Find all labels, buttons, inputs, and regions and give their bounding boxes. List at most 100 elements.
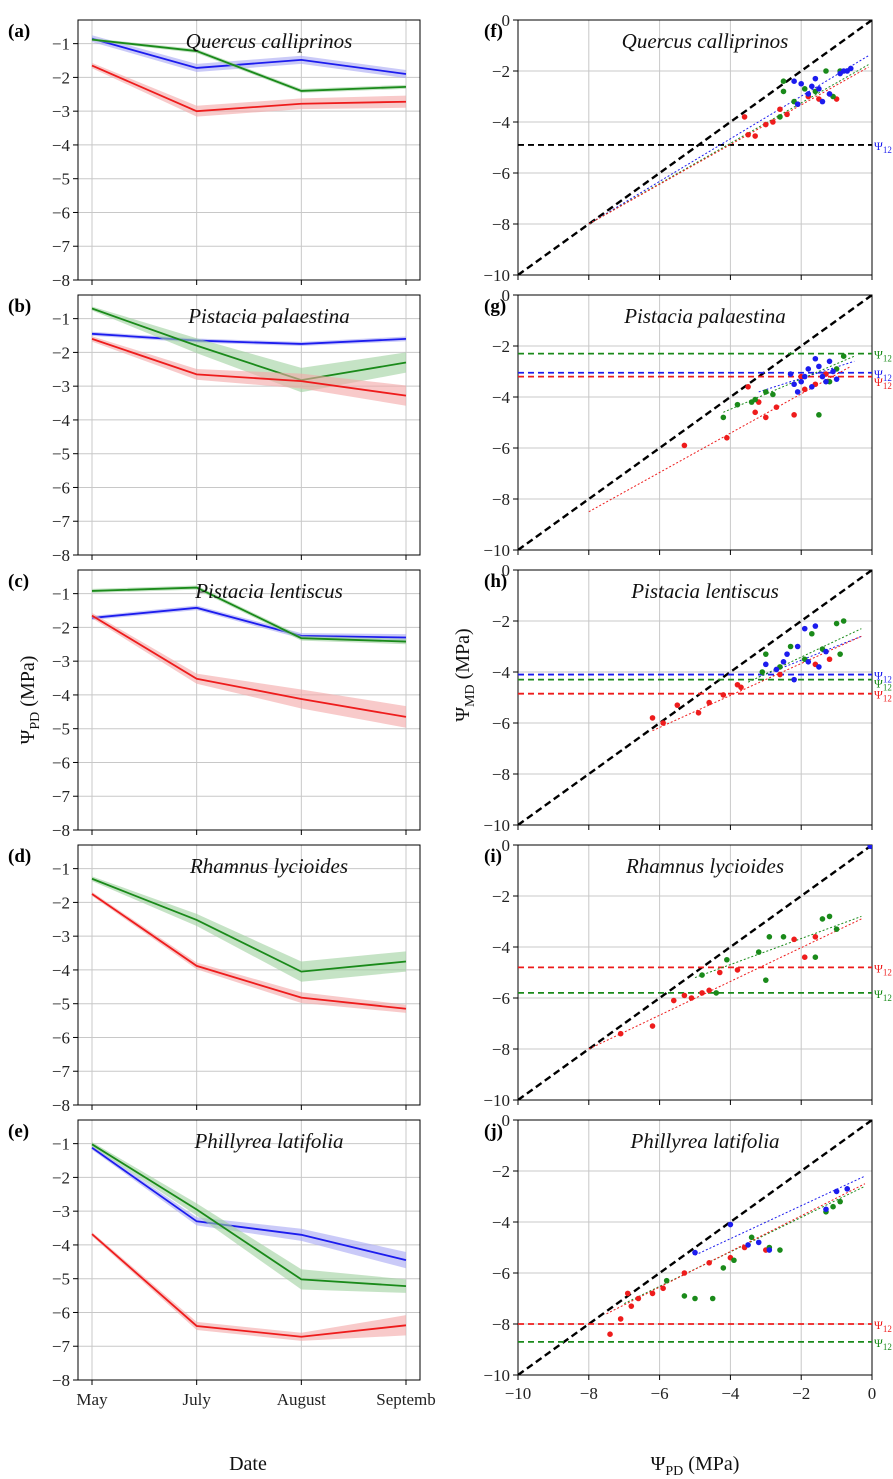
panel-letter: (j) [484, 1121, 503, 1142]
identity-line [518, 20, 872, 275]
fit-line-blue [588, 55, 869, 225]
series-line-blue [91, 1146, 407, 1262]
plot-area [91, 35, 407, 117]
data-point-red [763, 121, 769, 128]
threshold-label-main: Ψ [874, 375, 883, 389]
data-point-blue [816, 363, 822, 370]
panel-letter: (d) [8, 846, 31, 867]
data-point-red [699, 990, 705, 996]
y-tick-label: −4 [52, 961, 71, 980]
data-point-blue [844, 68, 851, 74]
panel-title: Pistacia lentiscus [630, 579, 779, 603]
y-tick-label: −2 [52, 68, 70, 87]
threshold-label-main: Ψ [874, 348, 883, 362]
panel-title: Phillyrea latifolia [193, 1129, 343, 1153]
y-tick-label: −8 [492, 215, 510, 234]
y-tick-label: −4 [492, 113, 511, 132]
threshold-label-sub: 12 [883, 373, 892, 383]
threshold-label-sub: 12 [883, 1324, 892, 1334]
data-point-green [830, 1203, 836, 1210]
y-tick-label: −1 [52, 585, 70, 604]
plot-frame [77, 569, 421, 831]
y-tick-label: −8 [52, 271, 70, 290]
data-point-green [755, 949, 762, 955]
threshold-label-main: Ψ [874, 1318, 883, 1332]
left-y-axis-label-sub: PD [28, 712, 43, 730]
data-point-blue [805, 366, 812, 372]
data-point-green [734, 401, 741, 408]
x-tick-label: May [76, 1390, 108, 1409]
grid [517, 844, 873, 1101]
series-band-blue [92, 35, 406, 79]
y-tick-label: 0 [502, 561, 511, 580]
threshold-label-red: Ψ12 [874, 375, 892, 391]
data-point-blue [766, 1247, 773, 1253]
data-point-red [777, 106, 783, 113]
series-band-blue [92, 331, 406, 346]
data-point-blue [819, 98, 826, 105]
series-line-green [91, 877, 407, 973]
threshold-label-red: Ψ12 [874, 688, 892, 704]
data-point-blue [791, 676, 797, 683]
y-tick-label: −1 [52, 310, 70, 329]
y-tick-label: −10 [483, 266, 510, 285]
right-x-axis-label-main: Ψ [651, 1453, 666, 1475]
threshold-label-main: Ψ [874, 669, 883, 683]
panel-title: Pistacia lentiscus [194, 579, 343, 603]
series-line-green [91, 1143, 407, 1288]
data-point-red [635, 1295, 642, 1302]
data-point-green [780, 88, 787, 95]
y-tick-label: −3 [52, 377, 70, 396]
data-point-green [840, 353, 847, 360]
panel-letter: (b) [8, 296, 31, 317]
panel-letter: (e) [8, 1121, 29, 1142]
y-tick-label: −6 [52, 1303, 70, 1322]
x-tick-label: −2 [792, 1384, 810, 1403]
data-point-green [692, 1295, 698, 1302]
fit-line-red [652, 635, 862, 732]
data-point-green [837, 1198, 843, 1205]
y-tick-label: −8 [52, 1096, 70, 1115]
data-point-red [752, 409, 758, 416]
y-tick-label: 0 [502, 11, 511, 30]
threshold-label-sub: 12 [883, 354, 892, 364]
data-point-red [745, 131, 751, 138]
identity-line [518, 570, 872, 825]
series-line-blue [91, 332, 407, 345]
y-tick-label: −2 [492, 887, 510, 906]
data-point-blue [755, 1239, 762, 1246]
data-point-green [731, 1257, 737, 1264]
series-line-blue [91, 37, 407, 75]
data-point-blue [801, 625, 808, 632]
panel-title: Quercus calliprinos [622, 29, 789, 53]
grid [78, 295, 420, 556]
data-point-blue [819, 373, 826, 380]
data-point-blue [826, 358, 833, 365]
data-point-green [766, 934, 773, 940]
data-point-red [791, 412, 797, 418]
y-tick-label: −2 [52, 343, 70, 362]
panel-letter: (f) [484, 21, 503, 42]
fit-line-red [588, 66, 869, 225]
data-point-blue [867, 845, 872, 850]
y-tick-label: −10 [483, 541, 510, 560]
panel-letter: (i) [484, 846, 502, 867]
data-point-red [784, 111, 790, 118]
data-point-green [840, 618, 847, 624]
data-point-green [833, 926, 840, 932]
data-point-red [773, 404, 780, 411]
data-point-green [787, 643, 794, 650]
plot-frame [77, 294, 421, 556]
x-tick-label: Septemb [376, 1390, 436, 1409]
y-tick-label: −7 [52, 237, 71, 256]
data-point-green [763, 389, 769, 395]
y-tick-label: 0 [502, 286, 511, 305]
data-point-blue [794, 643, 801, 650]
identity-line [518, 1120, 872, 1375]
y-tick-label: −7 [52, 1062, 71, 1081]
data-point-red [738, 684, 744, 691]
x-tick-label: 0 [868, 1384, 877, 1403]
data-point-red [649, 1023, 656, 1029]
data-point-blue [809, 384, 815, 390]
y-tick-label: 0 [502, 836, 511, 855]
